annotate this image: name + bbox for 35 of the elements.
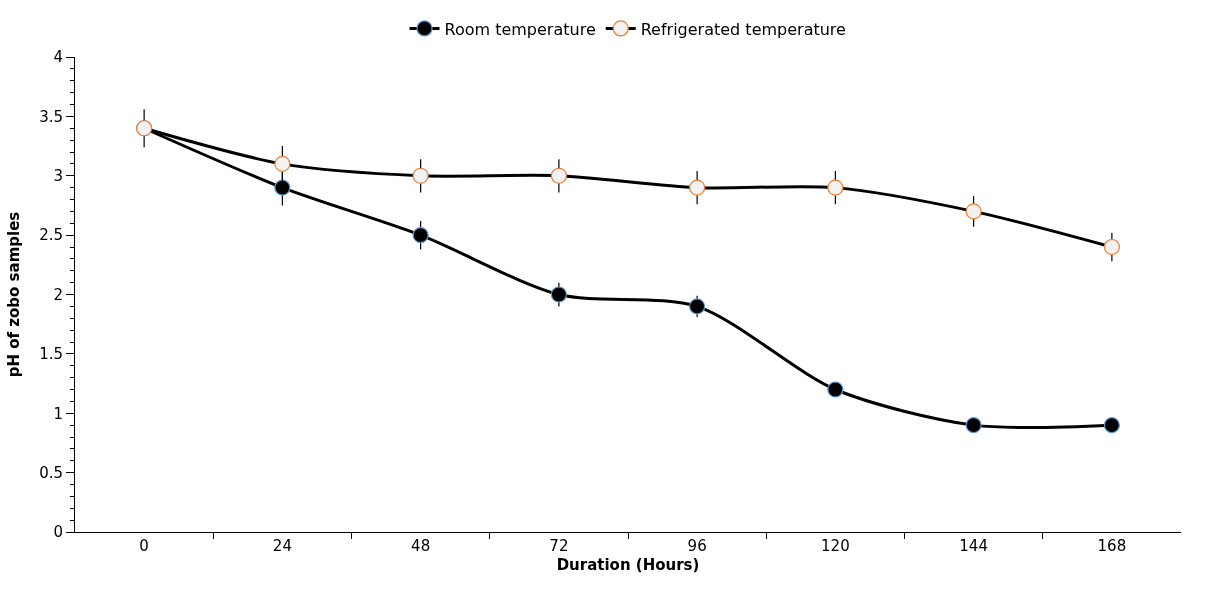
point bbox=[827, 179, 844, 196]
point bbox=[689, 298, 706, 315]
y-tick-label: 3 bbox=[53, 167, 63, 185]
y-tick-label: 1 bbox=[53, 404, 63, 423]
y-tick-label: 4 bbox=[53, 48, 63, 67]
legend-label: Room temperature bbox=[444, 19, 596, 39]
x-tick-label: 96 bbox=[687, 537, 707, 555]
x-axis-title: Duration (Hours) bbox=[556, 556, 700, 574]
x-tick-label: 168 bbox=[1097, 537, 1127, 555]
point bbox=[1103, 417, 1120, 434]
point bbox=[274, 179, 291, 196]
x-tick-label: 48 bbox=[411, 537, 431, 555]
point bbox=[274, 155, 291, 172]
y-tick-label: 3.5 bbox=[39, 107, 63, 126]
legend-label: Refrigerated temperature bbox=[640, 19, 846, 39]
x-tick-label: 24 bbox=[272, 537, 292, 555]
y-tick-label: 0.5 bbox=[39, 463, 63, 482]
y-tick-label: 0 bbox=[53, 523, 63, 542]
x-tick-label: 120 bbox=[821, 537, 850, 555]
x-tick-label: 72 bbox=[549, 537, 569, 555]
y-axis-title: pH of zobo samples bbox=[5, 211, 24, 378]
x-tick-label: 0 bbox=[139, 537, 149, 555]
y-tick-label: 2.5 bbox=[39, 226, 63, 245]
point bbox=[827, 381, 844, 398]
point bbox=[550, 167, 567, 184]
point bbox=[412, 167, 429, 184]
point bbox=[550, 286, 567, 303]
x-tick-label: 144 bbox=[959, 537, 988, 555]
point bbox=[965, 417, 982, 434]
point bbox=[1103, 238, 1120, 256]
point bbox=[689, 179, 706, 196]
y-tick-label: 1.5 bbox=[39, 345, 63, 364]
point bbox=[965, 203, 982, 220]
point bbox=[412, 227, 429, 244]
y-tick-label: 2 bbox=[53, 285, 63, 304]
